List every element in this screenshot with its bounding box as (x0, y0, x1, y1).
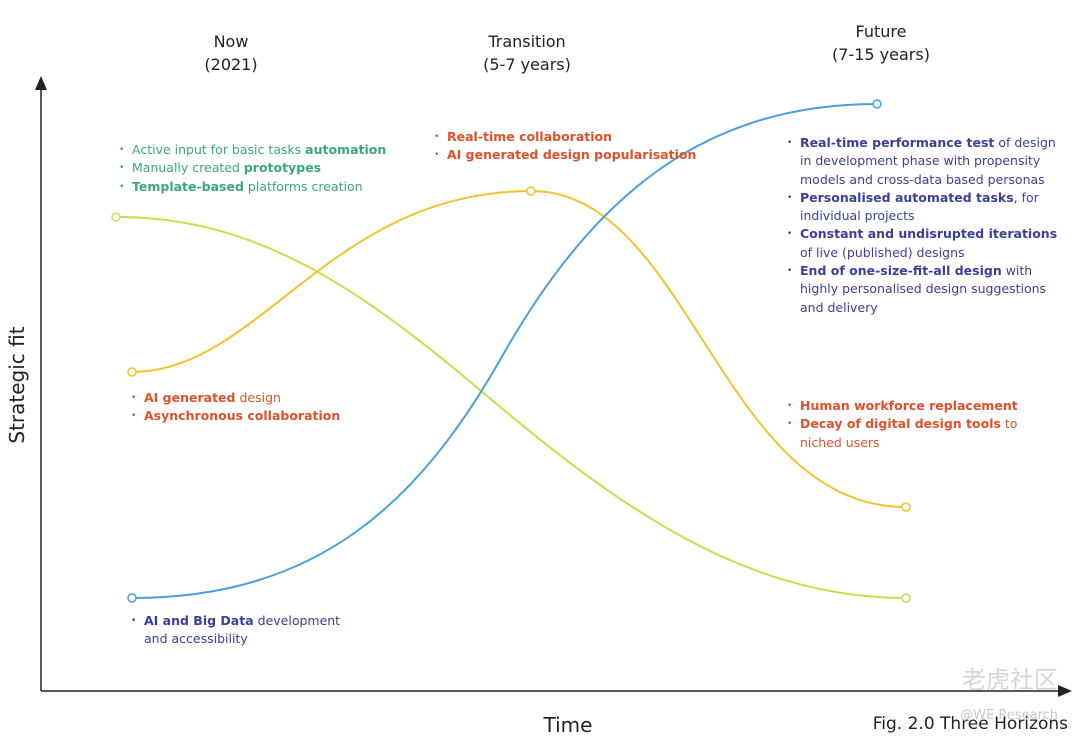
bold-text: Personalised automated tasks (800, 189, 1014, 205)
text: design (235, 390, 281, 405)
endpoint (526, 186, 536, 196)
text: to niched users (800, 416, 1018, 450)
header-subtitle: (5-7 years) (483, 55, 571, 74)
bullet-item: Real-time performance test of design in … (787, 134, 1068, 189)
bullet-item: AI and Big Data development and accessib… (131, 612, 349, 649)
bullet-item: Asynchronous collaboration (131, 407, 374, 426)
bold-text: End of one-size-fit-all design (800, 263, 1002, 279)
bullet-list: Active input for basic tasks automationM… (118, 141, 422, 196)
bullet-item: Constant and undisrupted iterations of l… (787, 225, 1068, 262)
bold-text: Template-based (132, 178, 244, 194)
bullet-item: Active input for basic tasks automation (119, 141, 422, 160)
text: , for individual projects (800, 189, 1039, 224)
header-subtitle: (2021) (204, 55, 258, 74)
bullet-list: AI and Big Data development and accessib… (130, 612, 349, 649)
bullet-item: Template-based platforms creation (119, 178, 422, 197)
bold-text: Constant and undisrupted iterations (800, 226, 1058, 242)
endpoint (872, 99, 882, 109)
bold-text: Human workforce replacement (800, 398, 1018, 413)
header-title: Now (213, 32, 249, 51)
bold-text: Real-time collaboration (447, 129, 613, 144)
bold-text: Decay of digital design tools (800, 416, 1001, 432)
watermark-handle: @WE Research (960, 708, 1058, 723)
text: platforms creation (243, 178, 363, 194)
bold-text: Real-time performance test (800, 135, 995, 150)
header: Future (7-15 years) (781, 20, 981, 66)
text: with highly personalised design suggesti… (800, 263, 1047, 315)
endpoint (111, 212, 121, 222)
horizon-2-curve (131, 189, 907, 508)
bullet-item: AI generated design popularisation (434, 146, 707, 165)
bold-text: AI generated design popularisation (447, 147, 697, 163)
y-axis-label: Strategic fit (5, 326, 29, 443)
bullet-item: Real-time collaboration (434, 128, 707, 147)
header: Now (2021) (131, 30, 331, 76)
header-title: Transition (488, 32, 566, 51)
bullet-item: Human workforce replacement (787, 397, 1030, 416)
text: development and accessibility (144, 613, 341, 647)
header: Transition (5-7 years) (427, 30, 627, 76)
bullet-list: AI generated designAsynchronous collabor… (130, 389, 374, 426)
x-arrow (1058, 685, 1072, 697)
bullet-item: Decay of digital design tools to niched … (787, 415, 1030, 452)
endpoint (901, 593, 911, 603)
bullet-item: AI generated design (131, 389, 374, 408)
text: Manually created (132, 160, 244, 176)
bullet-item: Manually created prototypes (119, 159, 422, 178)
endpoint (901, 502, 911, 512)
bullet-list: Real-time collaboration AI generated desi… (433, 128, 707, 165)
bullet-item: Personalised automated tasks, for indivi… (787, 189, 1068, 226)
bold-text: automation (305, 142, 387, 157)
text: of live (published) designs (800, 244, 965, 260)
bold-text: Asynchronous collaboration (144, 408, 341, 424)
horizon-1-curve (115, 216, 907, 599)
endpoint (127, 593, 137, 603)
y-arrow (35, 76, 47, 90)
bold-text: AI generated (144, 390, 236, 405)
bold-text: AI and Big Data (144, 613, 254, 628)
bullet-item: End of one-size-fit-all design with high… (787, 262, 1068, 317)
text: Active input for basic tasks (132, 142, 306, 157)
watermark-brand: 老虎社区 (962, 666, 1058, 694)
header-subtitle: (7-15 years) (832, 45, 930, 64)
bold-text: prototypes (243, 160, 322, 176)
text: of design in development phase with prop… (800, 135, 1056, 187)
bullet-list: Real-time performance test of design in … (786, 134, 1068, 317)
x-axis-label: Time (543, 713, 593, 737)
horizon-3-curve (131, 103, 878, 599)
caption: Fig. 2.0 Three Horizons (873, 714, 1068, 734)
endpoint (127, 367, 137, 377)
bullet-list: Human workforce replacement Decay of digi… (786, 397, 1030, 452)
header-title: Future (855, 22, 907, 41)
